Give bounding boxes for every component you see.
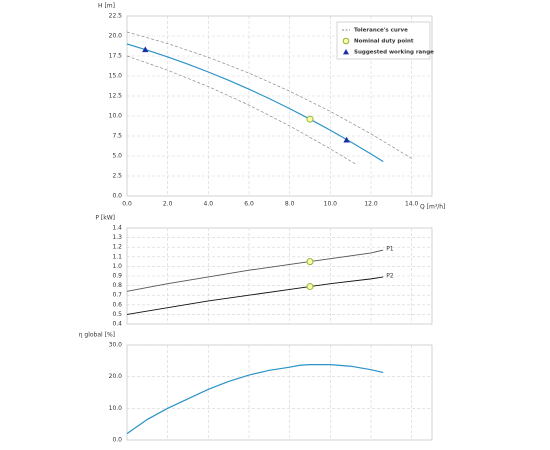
y-tick-label: 10.0 [109, 113, 123, 120]
x-axis-label: Q [m³/h] [420, 204, 445, 211]
y-axis-label: H [m] [98, 3, 115, 10]
subchart: 0.4 0.5 0.6 0.7 0.8 0.9 1.0 1.1 1.2 1.3 1.4 P [kW] P… [95, 215, 433, 328]
y-tick-label: 15.0 [109, 73, 123, 80]
curve [126, 31, 412, 159]
y-tick-label: 0.7 [112, 292, 122, 299]
curve [126, 364, 384, 435]
curve-label: P1 [386, 246, 394, 253]
curve [126, 249, 384, 292]
x-tick-label: 0.0 [122, 201, 132, 208]
y-tick-label: 0.0 [112, 437, 122, 444]
range-marker [142, 46, 149, 53]
legend-box [336, 21, 431, 60]
y-tick-label: 0.5 [112, 311, 122, 318]
y-tick-label: 12.5 [109, 93, 123, 100]
y-tick-label: 7.5 [112, 133, 122, 140]
legend: Tolerance's curve Nominal duty point Sugge… [336, 21, 434, 60]
x-tick-label: 10.0 [324, 201, 338, 208]
x-tick-label: 6.0 [244, 201, 254, 208]
x-tick-label: 8.0 [285, 201, 295, 208]
x-tick-label: 14.0 [405, 201, 419, 208]
duty-point [306, 258, 314, 266]
y-axis-label: η global [%] [79, 332, 115, 339]
x-tick-label: 4.0 [204, 201, 214, 208]
curve [126, 276, 384, 315]
y-tick-label: 0.6 [112, 301, 122, 308]
range-marker [343, 136, 350, 143]
curve [126, 55, 357, 166]
y-tick-label: 10.0 [109, 405, 123, 412]
y-tick-label: 5.0 [112, 153, 122, 160]
y-tick-label: 0.9 [112, 273, 122, 280]
y-tick-label: 1.0 [112, 263, 122, 270]
x-tick-label: 12.0 [364, 201, 378, 208]
y-axis-label: P [kW] [95, 215, 115, 222]
y-tick-label: 1.3 [112, 234, 122, 241]
y-tick-label: 20.0 [109, 373, 123, 380]
legend-label: Nominal duty point [354, 39, 414, 45]
subchart: 0.0 2.5 5.0 7.5 10.0 12.5 15.0 17.5 20.0 22.5 0.0 2… [98, 3, 445, 211]
y-tick-label: 0.0 [112, 193, 122, 200]
plot-area [126, 344, 433, 441]
subchart: 0.0 10.0 20.0 30.0 η global [%] [79, 332, 433, 444]
y-tick-label: 0.8 [112, 282, 122, 289]
y-tick-label: 0.4 [112, 321, 122, 328]
y-tick-label: 30.0 [109, 342, 123, 349]
y-tick-label: 22.5 [109, 13, 123, 20]
y-tick-label: 2.5 [112, 173, 122, 180]
duty-point [306, 115, 314, 123]
legend-label: Suggested working range [354, 50, 434, 56]
legend-symbol [343, 49, 349, 55]
curve-label: P2 [386, 272, 394, 279]
x-tick-label: 2.0 [163, 201, 173, 208]
legend-symbol [342, 37, 350, 45]
y-tick-label: 1.4 [112, 225, 122, 232]
y-tick-label: 1.1 [112, 253, 122, 260]
duty-point [306, 283, 314, 291]
y-tick-label: 1.2 [112, 244, 122, 251]
legend-label: Tolerance's curve [354, 28, 408, 34]
y-tick-label: 17.5 [109, 53, 123, 60]
y-tick-label: 20.0 [109, 33, 123, 40]
